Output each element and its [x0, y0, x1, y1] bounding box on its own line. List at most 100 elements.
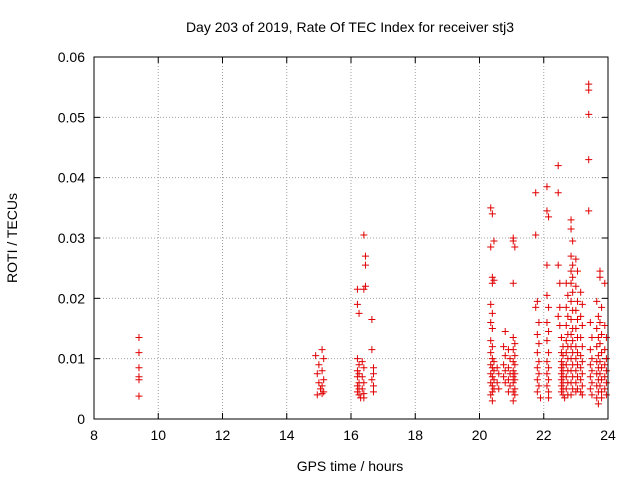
data-point — [601, 279, 609, 287]
data-point — [320, 388, 328, 396]
data-point — [360, 364, 368, 372]
data-point — [504, 376, 512, 384]
data-point — [567, 391, 575, 399]
x-tick-label: 20 — [472, 427, 488, 443]
data-point — [533, 388, 541, 396]
data-points — [135, 80, 610, 408]
data-point — [593, 343, 601, 351]
data-point — [577, 352, 585, 360]
x-tick-label: 24 — [600, 427, 616, 443]
data-point — [369, 388, 377, 396]
y-tick-label: 0.03 — [58, 230, 85, 246]
data-point — [369, 370, 377, 378]
data-point — [358, 373, 366, 381]
data-point — [487, 337, 495, 345]
data-point — [594, 352, 602, 360]
data-point — [572, 355, 580, 363]
data-point — [368, 376, 376, 384]
data-point — [135, 392, 143, 400]
data-point — [594, 312, 602, 320]
data-point — [487, 379, 495, 387]
data-point — [561, 394, 569, 402]
data-point — [355, 391, 363, 399]
data-point — [501, 367, 509, 375]
data-point — [353, 388, 361, 396]
data-point — [535, 382, 543, 390]
data-point — [488, 382, 496, 390]
data-point — [487, 349, 495, 357]
x-tick-label: 18 — [407, 427, 423, 443]
data-point — [562, 361, 570, 369]
data-point — [535, 370, 543, 378]
data-point — [601, 321, 609, 329]
data-point — [598, 349, 606, 357]
data-point — [577, 364, 585, 372]
data-point — [567, 331, 575, 339]
data-point — [490, 276, 498, 284]
data-point — [315, 379, 323, 387]
y-axis-label: ROTI / TECUs — [4, 193, 20, 283]
data-point — [545, 303, 553, 311]
data-point — [578, 343, 586, 351]
data-point — [569, 261, 577, 269]
data-point — [506, 382, 514, 390]
data-point — [578, 300, 586, 308]
data-point — [490, 237, 498, 245]
data-point — [598, 376, 606, 384]
data-point — [562, 349, 570, 357]
data-point — [500, 343, 508, 351]
data-point — [601, 373, 609, 381]
data-point — [578, 358, 586, 366]
data-point — [501, 379, 509, 387]
chart-title: Day 203 of 2019, Rate Of TEC Index for r… — [186, 19, 514, 35]
data-point — [567, 267, 575, 275]
data-point — [556, 303, 564, 311]
data-point — [598, 331, 606, 339]
data-point — [554, 261, 562, 269]
data-point — [588, 355, 596, 363]
data-point — [598, 394, 606, 402]
data-point — [509, 388, 517, 396]
x-tick-label: 8 — [90, 427, 98, 443]
data-point — [490, 367, 498, 375]
data-point — [578, 391, 586, 399]
data-point — [588, 334, 596, 342]
data-point — [556, 279, 564, 287]
data-point — [573, 385, 581, 393]
data-point — [495, 385, 503, 393]
x-tick-label: 22 — [536, 427, 552, 443]
data-point — [564, 291, 572, 299]
data-point — [569, 288, 577, 296]
data-point — [355, 370, 363, 378]
data-point — [585, 207, 593, 215]
data-point — [562, 303, 570, 311]
data-point — [596, 370, 604, 378]
x-tick-label: 16 — [343, 427, 359, 443]
data-point — [493, 364, 501, 372]
data-point — [135, 349, 143, 357]
data-point — [562, 373, 570, 381]
data-point — [533, 331, 541, 339]
data-point — [488, 325, 496, 332]
data-point — [533, 297, 541, 305]
data-point — [577, 288, 585, 296]
data-point — [313, 370, 321, 378]
data-point — [588, 379, 596, 387]
data-point — [500, 361, 508, 369]
data-point — [368, 346, 376, 354]
data-point — [573, 373, 581, 381]
data-point — [572, 325, 580, 332]
data-point — [535, 340, 543, 348]
data-point — [360, 379, 368, 387]
data-point — [598, 364, 606, 372]
data-point — [355, 361, 363, 369]
data-point — [572, 255, 580, 263]
data-point — [353, 367, 361, 375]
data-point — [532, 189, 540, 197]
data-point — [353, 285, 361, 293]
data-point — [585, 156, 593, 164]
y-tick-label: 0.05 — [58, 109, 85, 125]
data-point — [567, 279, 575, 287]
data-point — [545, 388, 553, 396]
data-point — [361, 252, 369, 260]
